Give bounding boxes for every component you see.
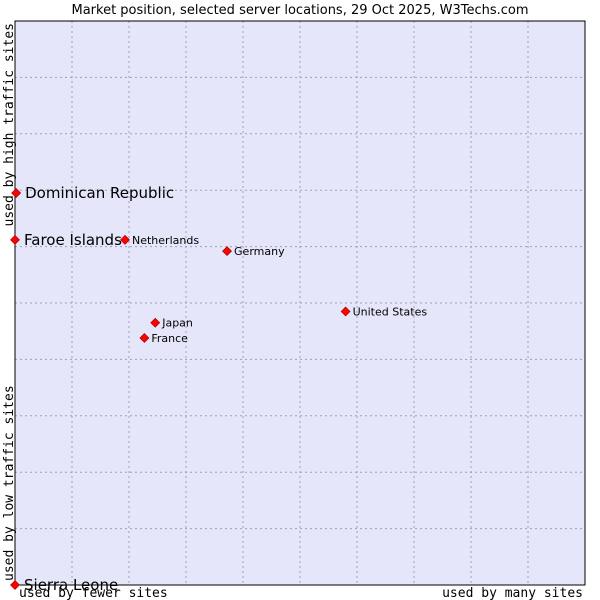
label-japan: Japan — [161, 317, 193, 330]
point-germany — [222, 246, 232, 257]
y-axis-label-top: used by high traffic sites — [2, 23, 17, 227]
label-germany: Germany — [234, 245, 285, 258]
x-axis-label-left: used by fewer sites — [19, 586, 168, 600]
point-japan — [150, 317, 161, 328]
point-united-states — [340, 306, 351, 317]
data-points: Dominican Republic Faroe Islands Netherlan… — [10, 184, 428, 594]
y-axis-label-bottom: used by low traffic sites — [2, 385, 17, 581]
point-france — [139, 333, 150, 343]
grid-lines — [15, 21, 585, 585]
point-dominican-republic — [11, 188, 22, 198]
label-sierra-leone: Sierra Leone — [24, 576, 118, 594]
chart-title: Market position, selected server locatio… — [71, 3, 528, 18]
label-netherlands: Netherlands — [132, 234, 199, 247]
x-axis-label-right: used by many sites — [442, 586, 583, 600]
label-france: France — [151, 332, 188, 345]
point-netherlands — [120, 234, 130, 245]
label-dominican-republic: Dominican Republic — [25, 184, 174, 202]
point-sierra-leone — [10, 580, 20, 590]
label-united-states: United States — [353, 305, 428, 318]
label-faroe-islands: Faroe Islands — [24, 231, 122, 249]
point-faroe-islands — [10, 234, 20, 245]
plot-border — [14, 20, 586, 586]
